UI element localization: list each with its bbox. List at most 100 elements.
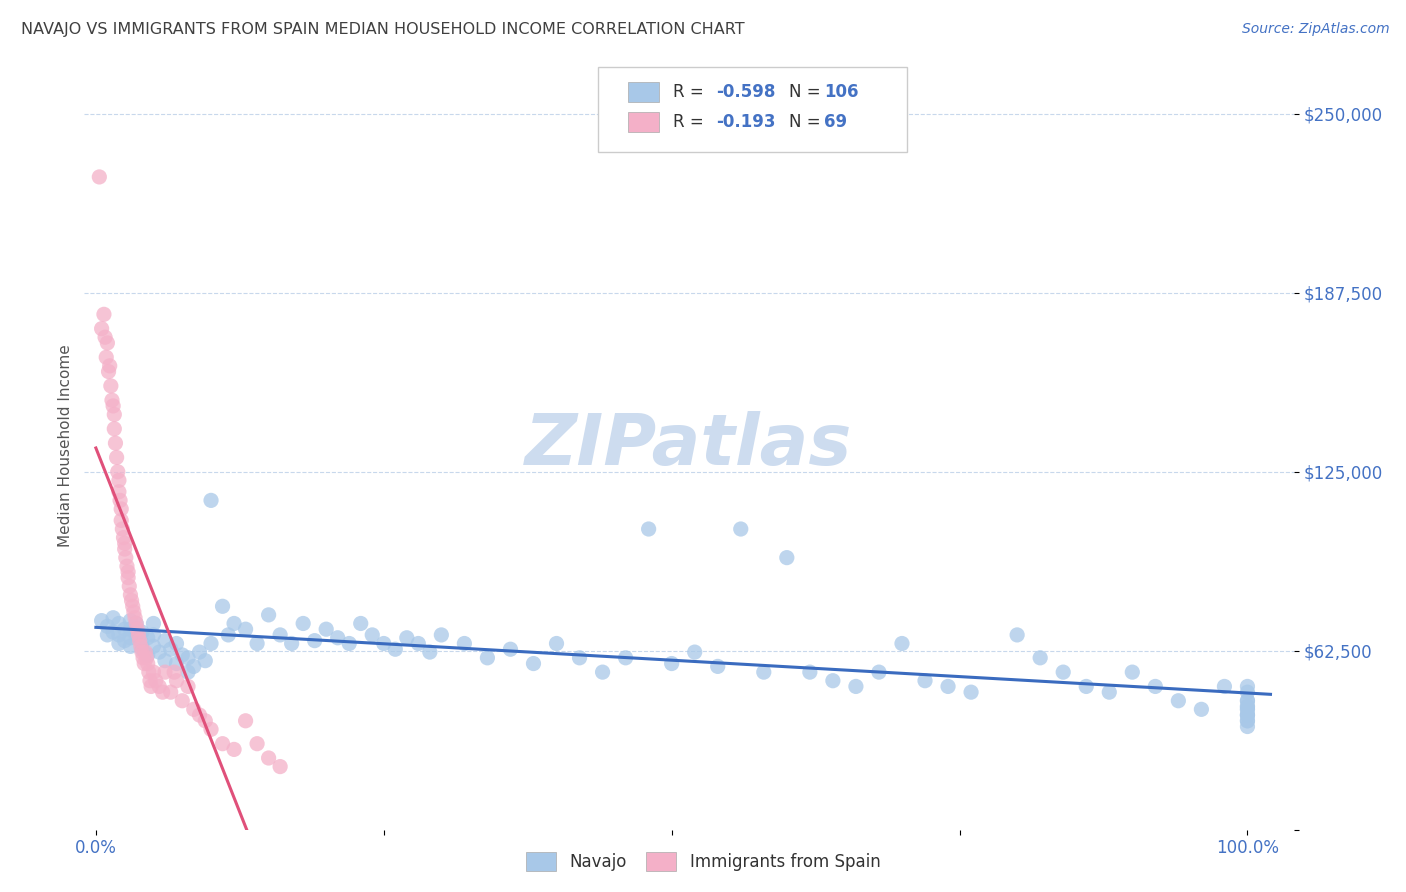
Point bbox=[1121, 665, 1143, 680]
Point bbox=[166, 636, 188, 650]
Point bbox=[936, 680, 959, 694]
Point bbox=[103, 408, 125, 422]
Point bbox=[257, 751, 280, 765]
Point bbox=[105, 450, 128, 465]
Point bbox=[211, 599, 233, 614]
Point bbox=[430, 628, 453, 642]
Point bbox=[845, 680, 868, 694]
Point bbox=[96, 351, 118, 365]
Point bbox=[120, 631, 142, 645]
Point bbox=[114, 536, 136, 550]
Point bbox=[1236, 714, 1258, 728]
Point bbox=[110, 502, 132, 516]
Point bbox=[104, 436, 127, 450]
Point bbox=[1098, 685, 1121, 699]
Point bbox=[200, 493, 222, 508]
Point bbox=[522, 657, 544, 671]
Point bbox=[1236, 694, 1258, 708]
Point bbox=[821, 673, 844, 688]
Point bbox=[1167, 694, 1189, 708]
Point bbox=[96, 619, 118, 633]
Point bbox=[1052, 665, 1074, 680]
Y-axis label: Median Household Income: Median Household Income bbox=[58, 344, 73, 548]
Point bbox=[107, 465, 129, 479]
Point bbox=[153, 633, 176, 648]
Point bbox=[121, 593, 143, 607]
Point bbox=[131, 645, 153, 659]
Point bbox=[114, 622, 136, 636]
Point bbox=[752, 665, 775, 680]
Point bbox=[183, 702, 205, 716]
Point bbox=[326, 631, 349, 645]
Point bbox=[337, 636, 360, 650]
Point bbox=[683, 645, 706, 659]
Point bbox=[127, 628, 149, 642]
Point bbox=[1213, 680, 1236, 694]
Point bbox=[115, 559, 138, 574]
Text: N =: N = bbox=[789, 113, 825, 131]
Point bbox=[117, 565, 139, 579]
Point bbox=[114, 550, 136, 565]
Point bbox=[136, 631, 159, 645]
Point bbox=[166, 673, 188, 688]
Point bbox=[90, 321, 112, 335]
Point bbox=[194, 714, 217, 728]
Point bbox=[172, 648, 194, 662]
Point bbox=[112, 531, 135, 545]
Point bbox=[477, 650, 499, 665]
Point bbox=[1236, 708, 1258, 723]
Point bbox=[292, 616, 315, 631]
Point bbox=[246, 737, 269, 751]
Point bbox=[90, 614, 112, 628]
Point bbox=[172, 694, 194, 708]
Point bbox=[120, 614, 142, 628]
Point bbox=[159, 642, 181, 657]
Point bbox=[120, 588, 142, 602]
Point bbox=[1236, 714, 1258, 728]
Point bbox=[799, 665, 821, 680]
Point bbox=[93, 307, 115, 321]
Point bbox=[222, 742, 245, 756]
Point bbox=[1236, 702, 1258, 716]
Point bbox=[1236, 680, 1258, 694]
Point bbox=[217, 628, 239, 642]
Point bbox=[235, 714, 257, 728]
Point bbox=[125, 628, 148, 642]
Text: 69: 69 bbox=[824, 113, 846, 131]
Point bbox=[568, 650, 591, 665]
Point bbox=[142, 628, 165, 642]
Point bbox=[960, 685, 983, 699]
Point bbox=[142, 640, 165, 654]
Point bbox=[1236, 702, 1258, 716]
Point bbox=[100, 379, 122, 393]
Point bbox=[1005, 628, 1028, 642]
Point bbox=[134, 645, 156, 659]
Point bbox=[1144, 680, 1167, 694]
Point bbox=[776, 550, 799, 565]
Text: Source: ZipAtlas.com: Source: ZipAtlas.com bbox=[1241, 22, 1389, 37]
Point bbox=[419, 645, 441, 659]
Point bbox=[114, 633, 136, 648]
Point bbox=[153, 665, 176, 680]
Point bbox=[129, 640, 152, 654]
Point bbox=[1236, 699, 1258, 714]
Point bbox=[1076, 680, 1098, 694]
Point bbox=[108, 628, 131, 642]
Point bbox=[134, 657, 156, 671]
Point bbox=[546, 636, 568, 650]
Text: NAVAJO VS IMMIGRANTS FROM SPAIN MEDIAN HOUSEHOLD INCOME CORRELATION CHART: NAVAJO VS IMMIGRANTS FROM SPAIN MEDIAN H… bbox=[21, 22, 745, 37]
Point bbox=[280, 636, 302, 650]
Text: -0.193: -0.193 bbox=[716, 113, 775, 131]
Point bbox=[304, 633, 326, 648]
Point bbox=[395, 631, 418, 645]
Point bbox=[222, 616, 245, 631]
Point bbox=[101, 393, 124, 408]
Point bbox=[246, 636, 269, 650]
Point bbox=[188, 645, 211, 659]
Point bbox=[136, 648, 159, 662]
Point bbox=[96, 335, 118, 350]
Point bbox=[89, 169, 111, 184]
Point bbox=[97, 365, 120, 379]
Point bbox=[373, 636, 395, 650]
Text: R =: R = bbox=[673, 83, 710, 101]
